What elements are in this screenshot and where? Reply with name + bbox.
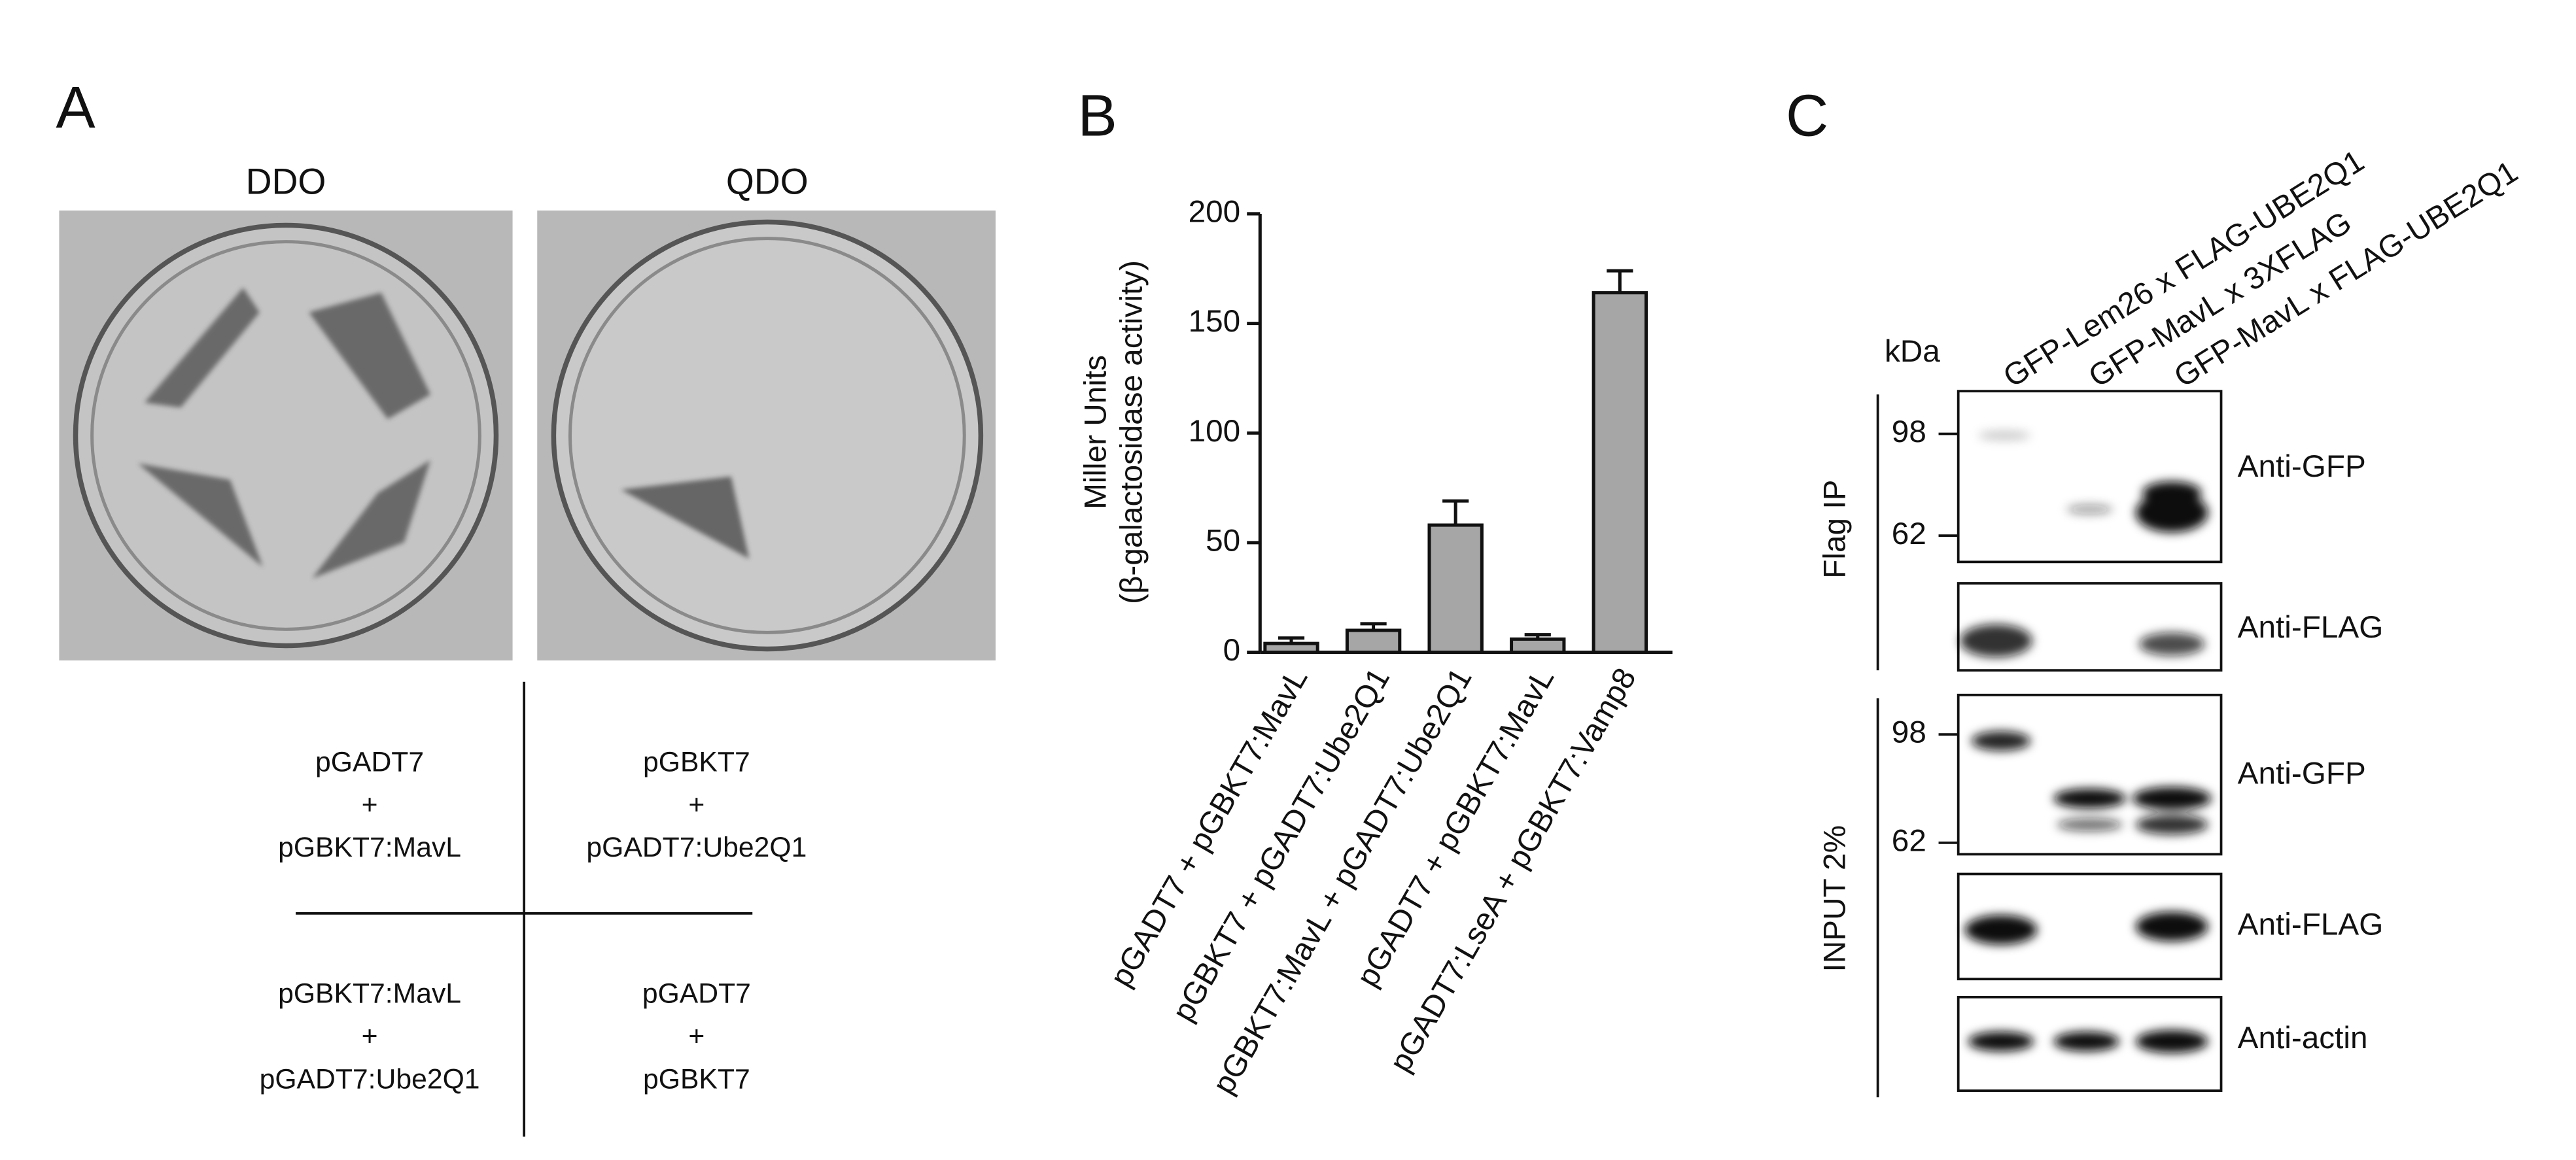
bar — [1263, 641, 1319, 655]
quadrant-text: pGBKT7:MavL — [278, 978, 461, 1010]
plate-title: QDO — [726, 161, 809, 201]
bar — [1592, 291, 1648, 655]
group-label: Flag IP — [1817, 480, 1852, 579]
plate-image — [59, 210, 513, 661]
panel-label: A — [56, 75, 96, 141]
panel-label: B — [1078, 83, 1117, 149]
marker-label: 62 — [1892, 517, 1926, 551]
quadrant-text: pGADT7:Ube2Q1 — [260, 1063, 480, 1095]
marker-label: 98 — [1892, 715, 1926, 750]
blot-label: Anti-FLAG — [2238, 610, 2384, 645]
quadrant-text: pGADT7:Ube2Q1 — [586, 832, 807, 863]
quadrant-text: pGBKT7 — [643, 1063, 750, 1095]
blot-bands — [1960, 430, 2212, 1053]
plate-title: DDO — [246, 161, 326, 201]
blot-label: Anti-GFP — [2238, 756, 2366, 791]
quadrant-text: + — [362, 1021, 378, 1052]
quadrant-text: pGBKT7 — [643, 747, 750, 778]
quadrant-text: + — [688, 789, 705, 821]
quadrant-text: + — [362, 789, 378, 821]
y-tick-label: 150 — [1189, 304, 1241, 339]
quadrant-text: + — [688, 1021, 705, 1052]
bar — [1345, 628, 1402, 655]
y-axis-label: Miller Units — [1078, 355, 1113, 509]
quadrant-text: pGADT7 — [315, 747, 424, 778]
y-axis-label: (β-galactosidase activity) — [1115, 260, 1149, 604]
marker-label: 98 — [1892, 415, 1926, 449]
group-label: INPUT 2% — [1817, 825, 1852, 972]
error-bar — [1607, 269, 1633, 293]
unit-label: kDa — [1885, 334, 1940, 369]
y-tick-label: 0 — [1223, 633, 1241, 668]
panel-label: C — [1786, 83, 1828, 149]
marker-label: 62 — [1892, 823, 1926, 858]
y-tick-label: 200 — [1189, 195, 1241, 230]
bar — [1427, 523, 1484, 655]
error-bar — [1442, 499, 1469, 526]
blot-label: Anti-actin — [2238, 1021, 2368, 1055]
quadrant-label: pGADT7 + pGBKT7:MavL pGBKT7 + pGADT7:Ube… — [260, 747, 807, 1095]
blot-label: Anti-FLAG — [2238, 908, 2384, 942]
plate-image — [537, 210, 996, 661]
blot-label: Anti-GFP — [2238, 449, 2366, 484]
y-tick-label: 100 — [1189, 414, 1241, 449]
quadrant-text: pGBKT7:MavL — [278, 832, 461, 863]
quadrant-text: pGADT7 — [642, 978, 751, 1010]
marker-ticks — [1938, 432, 1958, 844]
bar — [1510, 637, 1566, 655]
y-tick-label: 50 — [1206, 523, 1240, 558]
